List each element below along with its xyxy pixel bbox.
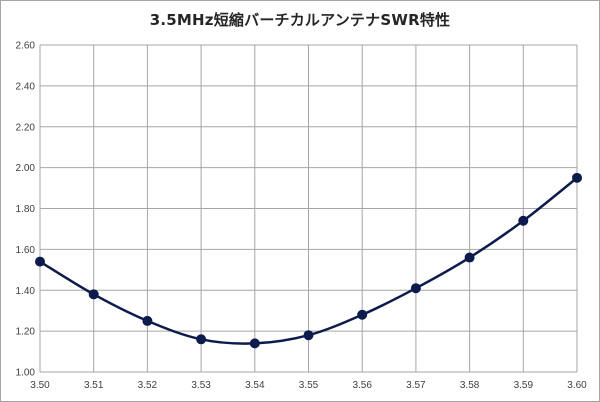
x-tick-label: 3.53 xyxy=(191,380,211,391)
y-tick-label: 2.40 xyxy=(16,81,36,92)
series-layer xyxy=(35,172,582,349)
data-point xyxy=(196,334,207,345)
data-point xyxy=(357,309,368,320)
data-point xyxy=(142,315,153,326)
x-tick-label: 3.50 xyxy=(30,380,50,391)
data-point xyxy=(572,172,582,183)
y-tick-label: 2.00 xyxy=(16,163,36,174)
data-point xyxy=(410,283,421,294)
x-tick-label: 3.59 xyxy=(514,380,534,391)
x-tick-label: 3.55 xyxy=(299,380,319,391)
x-tick-label: 3.54 xyxy=(245,380,265,391)
data-point xyxy=(464,252,475,263)
y-tick-label: 1.40 xyxy=(16,286,36,297)
x-tick-label: 3.51 xyxy=(84,380,104,391)
y-tick-label: 1.00 xyxy=(16,368,36,379)
x-axis-ticks: 3.50 3.51 3.52 3.53 3.54 3.55 3.56 3.57 3.58 3.59… xyxy=(30,380,587,391)
chart-title: 3.5MHz短縮バーチカルアンテナSWR特性 xyxy=(149,11,451,29)
grid xyxy=(39,44,578,373)
x-tick-label: 3.57 xyxy=(406,380,426,391)
x-tick-label: 3.58 xyxy=(460,380,480,391)
y-tick-label: 2.20 xyxy=(16,122,36,133)
data-point xyxy=(249,338,260,349)
data-point xyxy=(88,289,99,300)
x-tick-label: 3.56 xyxy=(352,380,372,391)
x-tick-label: 3.60 xyxy=(567,380,587,391)
y-tick-label: 2.60 xyxy=(16,41,36,52)
data-point xyxy=(303,330,314,341)
y-axis-ticks: 1.00 1.20 1.40 1.60 1.80 2.00 2.20 2.40 2.60 xyxy=(16,41,36,379)
y-tick-label: 1.20 xyxy=(16,327,36,338)
y-tick-label: 1.60 xyxy=(16,245,36,256)
data-point xyxy=(35,256,45,267)
data-point xyxy=(518,215,529,226)
x-tick-label: 3.52 xyxy=(138,380,158,391)
y-tick-label: 1.80 xyxy=(16,204,36,215)
